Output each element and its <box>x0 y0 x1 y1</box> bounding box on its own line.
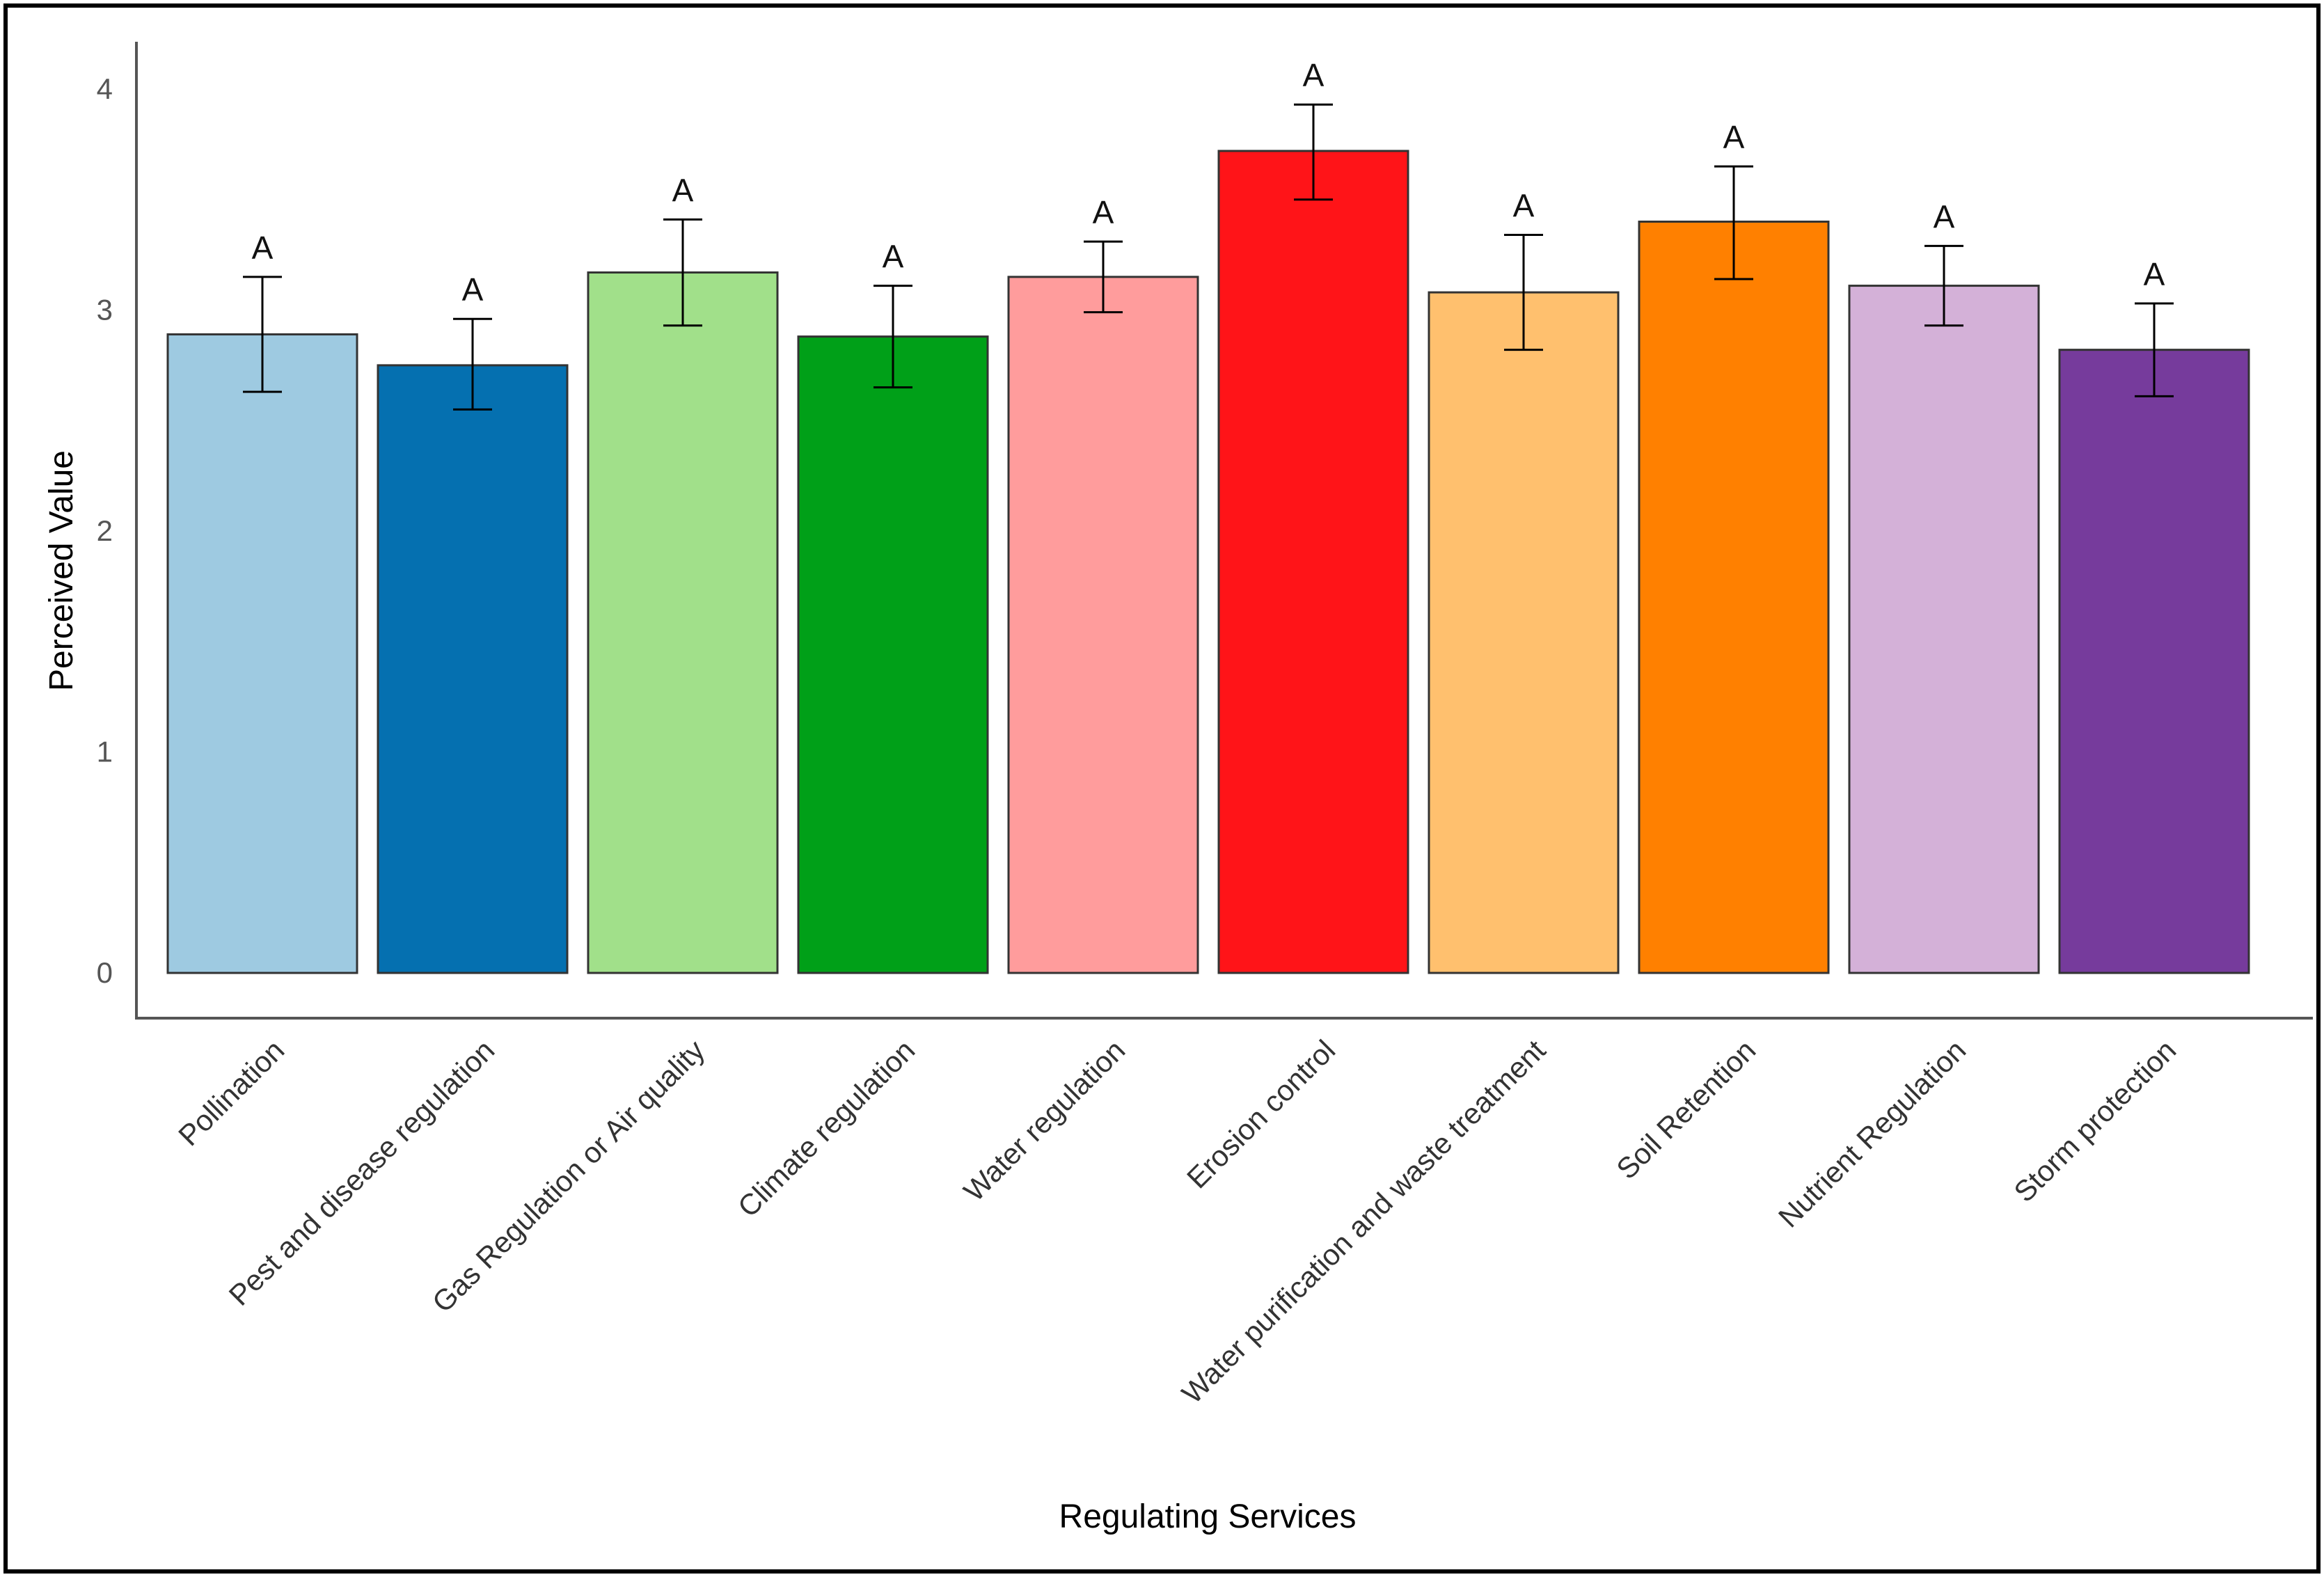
significance-label: A <box>462 271 484 308</box>
bar <box>1007 276 1199 974</box>
bars-layer: A A A A A A A A A A <box>166 57 2250 974</box>
axis-lines <box>135 42 2313 1020</box>
bar <box>1217 150 1409 974</box>
bar <box>1638 221 1830 974</box>
bar <box>377 364 569 974</box>
y-tick-label: 0 <box>97 956 113 989</box>
bar <box>166 333 358 974</box>
significance-label: A <box>1513 188 1535 224</box>
bar <box>797 335 989 974</box>
significance-label: A <box>883 239 904 275</box>
y-axis-title: Perceived Value <box>43 450 80 691</box>
significance-label: A <box>1303 57 1325 93</box>
significance-label: A <box>1723 119 1745 155</box>
significance-label: A <box>1093 194 1114 230</box>
significance-label: A <box>672 172 694 208</box>
bar <box>1848 285 2040 974</box>
significance-label: A <box>1934 198 1955 235</box>
y-tick-labels: 0 1 2 3 4 <box>97 72 113 989</box>
bar <box>2058 349 2250 974</box>
y-tick-label: 2 <box>97 514 113 547</box>
y-tick-label: 4 <box>97 72 113 105</box>
y-tick-label: 3 <box>97 294 113 326</box>
significance-label: A <box>252 230 274 266</box>
bar <box>1428 291 1620 974</box>
significance-label: A <box>2144 256 2165 292</box>
axes-layer <box>135 42 2313 1020</box>
y-tick-label: 1 <box>97 736 113 768</box>
x-axis-title: Regulating Services <box>1059 1498 1357 1535</box>
bar <box>587 271 779 974</box>
